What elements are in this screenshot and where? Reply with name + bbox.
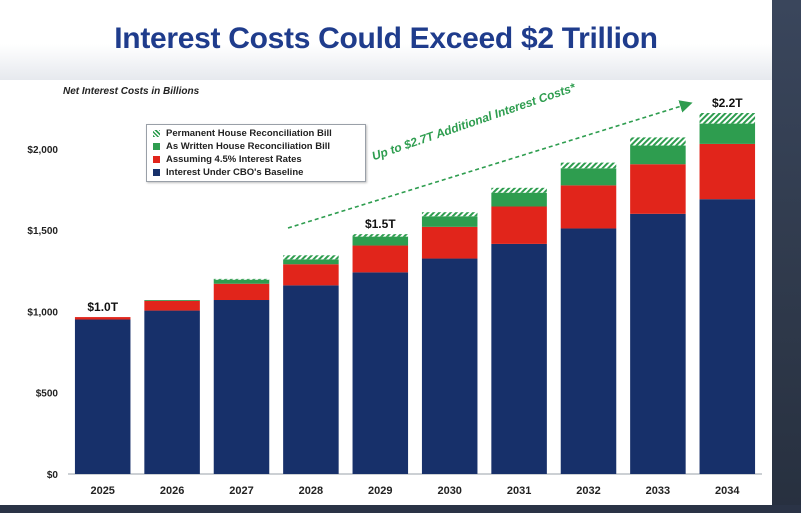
bar-written [213, 279, 270, 284]
x-tick-label: 2030 [437, 485, 461, 497]
bar-rates [144, 300, 200, 311]
bar-baseline [421, 258, 478, 474]
bar-baseline [213, 300, 270, 474]
hatch-swatch-icon [153, 130, 160, 137]
bar-permanent [213, 278, 270, 280]
x-tick-label: 2032 [576, 485, 600, 497]
legend-item-permanent: Permanent House Reconciliation Bill [153, 127, 359, 140]
bar-permanent [630, 137, 686, 146]
y-tick-label: $2,000 [27, 145, 58, 156]
bar-rates [560, 185, 617, 229]
bar-written [283, 259, 339, 265]
page-title: Interest Costs Could Exceed $2 Trillion [114, 22, 658, 55]
bar-written [144, 300, 200, 301]
bar-rates [699, 143, 756, 200]
chart-legend: Permanent House Reconciliation Bill As W… [146, 124, 366, 182]
y-tick-label: $500 [36, 389, 59, 400]
bar-rates [491, 206, 547, 244]
bar-permanent [421, 212, 478, 217]
legend-label: Interest Under CBO's Baseline [166, 167, 304, 178]
bar-baseline [283, 285, 339, 474]
bar-rates [630, 164, 686, 214]
bar-baseline [630, 213, 686, 474]
legend-label: Permanent House Reconciliation Bill [166, 128, 332, 139]
bar-permanent [491, 187, 547, 193]
bar-rates [74, 317, 131, 320]
header-band [0, 0, 772, 80]
bar-written [352, 236, 409, 246]
legend-item-written: As Written House Reconciliation Bill [153, 140, 359, 153]
y-tick-label: $0 [47, 470, 59, 481]
legend-item-baseline: Interest Under CBO's Baseline [153, 166, 359, 179]
x-tick-label: 2025 [90, 485, 114, 497]
bar-total-label: $1.5T [365, 217, 396, 231]
chart-subtitle: Net Interest Costs in Billions [63, 86, 200, 97]
window-edge-right [772, 0, 801, 513]
green-swatch-icon [153, 143, 160, 150]
navy-swatch-icon [153, 169, 160, 176]
bar-permanent [352, 234, 409, 237]
legend-label: Assuming 4.5% Interest Rates [166, 154, 302, 165]
bar-total-label: $1.0T [87, 300, 118, 314]
bar-written [699, 123, 756, 144]
red-swatch-icon [153, 156, 160, 163]
bar-rates [352, 245, 409, 273]
bar-permanent [699, 113, 756, 124]
bar-baseline [352, 272, 409, 474]
slide: Interest Costs Could Exceed $2 Trillion … [0, 0, 772, 505]
bar-rates [213, 283, 270, 301]
x-tick-label: 2029 [368, 485, 392, 497]
bar-written [491, 192, 547, 207]
x-tick-label: 2031 [507, 485, 531, 497]
bar-written [421, 216, 478, 227]
bar-permanent [283, 255, 339, 260]
bar-total-label: $2.2T [712, 96, 743, 110]
x-tick-label: 2026 [160, 485, 184, 497]
stacked-bar-chart: $0 $500 $1,000 $1,500 $2,000 2025 2026 2027 2028… [27, 96, 762, 497]
bar-baseline [560, 228, 617, 474]
y-tick-label: $1,500 [27, 226, 58, 237]
x-tick-label: 2034 [715, 485, 740, 497]
bar-baseline [491, 243, 547, 474]
bar-written [560, 168, 617, 186]
legend-label: As Written House Reconciliation Bill [166, 141, 330, 152]
x-tick-label: 2028 [299, 485, 323, 497]
bar-rates [421, 226, 478, 259]
bar-baseline [74, 319, 131, 474]
legend-item-rates: Assuming 4.5% Interest Rates [153, 153, 359, 166]
y-tick-label: $1,000 [27, 307, 58, 318]
window-edge-bottom [0, 505, 801, 513]
bar-written [630, 145, 686, 165]
bar-baseline [699, 199, 756, 475]
bar-baseline [144, 310, 200, 474]
bar-rates [283, 264, 339, 286]
x-tick-label: 2033 [646, 485, 670, 497]
bar-permanent [560, 162, 617, 169]
x-tick-label: 2027 [229, 485, 253, 497]
